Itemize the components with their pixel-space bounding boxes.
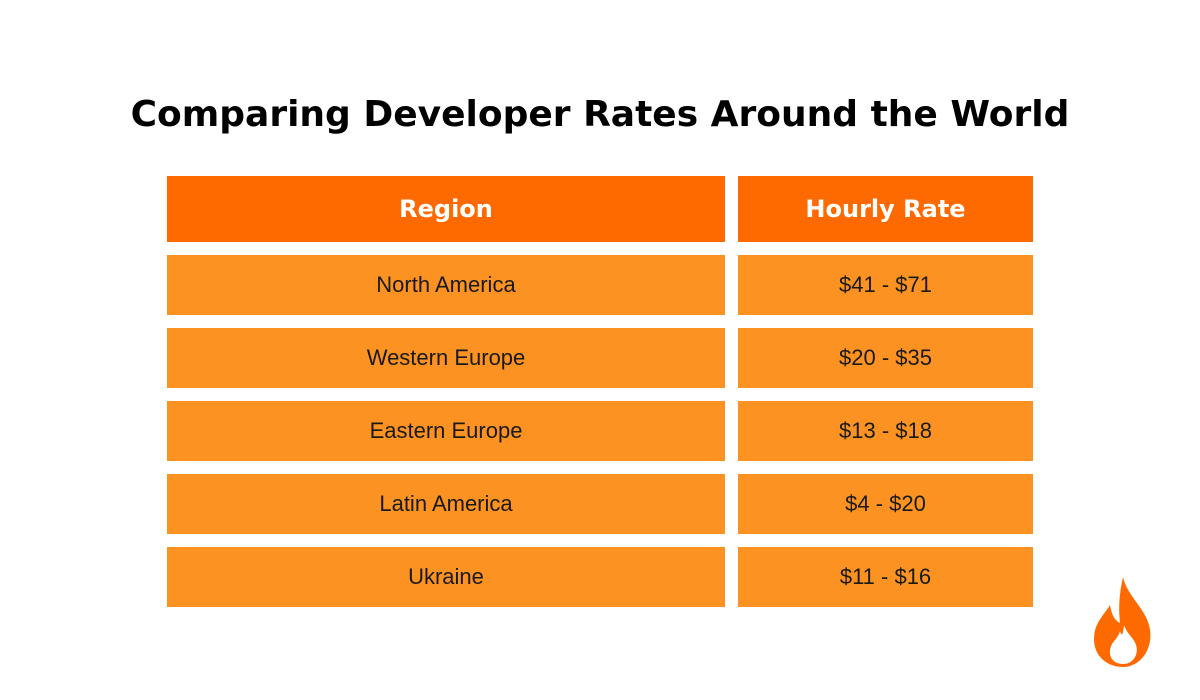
table-cell: North America — [167, 255, 725, 315]
table-cell: $13 - $18 — [738, 401, 1033, 461]
table-cell: $20 - $35 — [738, 328, 1033, 388]
title: Comparing Developer Rates Around the Wor… — [130, 94, 1070, 135]
table-cell: Latin America — [167, 474, 725, 534]
table-cell: $4 - $20 — [738, 474, 1033, 534]
table-cell: $41 - $71 — [738, 255, 1033, 315]
table-cell: Eastern Europe — [167, 401, 725, 461]
flame-logo — [1094, 577, 1151, 667]
header-cell: Region — [167, 176, 725, 242]
header-cell: Hourly Rate — [738, 176, 1033, 242]
table-cell: Western Europe — [167, 328, 725, 388]
table-cell: Ukraine — [167, 547, 725, 607]
table-cell: $11 - $16 — [738, 547, 1033, 607]
